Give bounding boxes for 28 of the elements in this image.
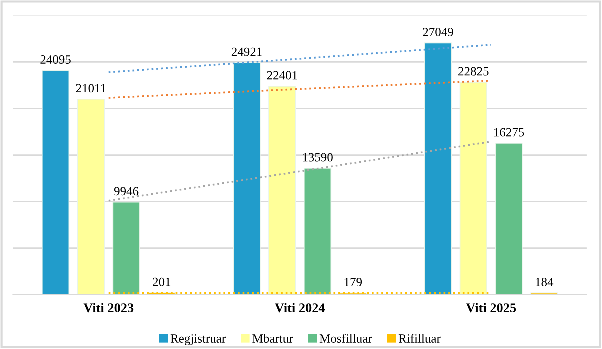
data-label: 27049 [423, 28, 454, 36]
data-label: 13590 [303, 153, 333, 162]
data-label: 24095 [40, 56, 71, 64]
x-tick-label: Viti 2025 [466, 303, 516, 313]
data-label: 179 [344, 278, 362, 287]
data-label: 22401 [267, 71, 298, 80]
data-label: 16275 [494, 128, 524, 137]
x-tick-label: Viti 2023 [84, 303, 134, 313]
x-tick-label: Viti 2024 [275, 303, 326, 313]
legend-label: Regjistruar [170, 334, 226, 346]
bar [495, 143, 523, 295]
bar [112, 202, 140, 295]
bar [42, 70, 70, 295]
bar [77, 98, 105, 295]
legend-label: Mosfilluar [320, 334, 372, 343]
bar [304, 168, 332, 295]
data-label: 184 [536, 278, 554, 286]
bar [424, 42, 452, 295]
data-label: 21011 [76, 84, 106, 93]
bar [268, 86, 296, 295]
legend-label: Mbartur [252, 334, 294, 343]
data-label: 9946 [114, 187, 139, 196]
legend-label: Rifilluar [398, 334, 441, 343]
data-label: 24921 [232, 48, 262, 56]
data-label: 22825 [458, 67, 489, 76]
bar [233, 62, 261, 295]
bar [460, 82, 488, 295]
data-label: 201 [153, 278, 171, 286]
